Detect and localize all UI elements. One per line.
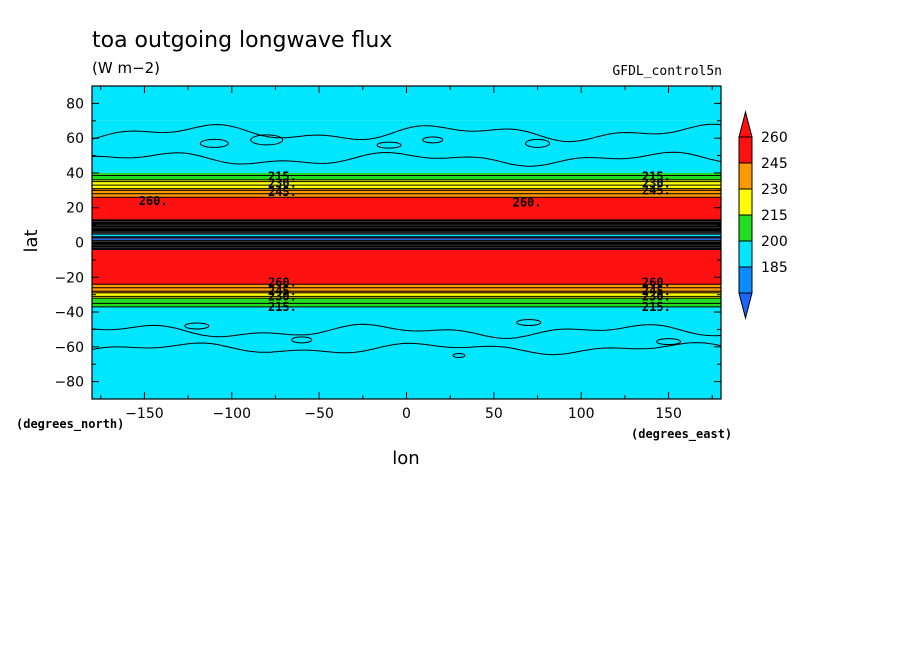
x-tick-label: −50 <box>304 406 334 422</box>
colorbar-label: 260 <box>761 130 788 146</box>
contour-label: 215. <box>642 300 671 314</box>
colorbar-swatch <box>738 214 753 242</box>
lat-band <box>92 197 721 220</box>
contour-line <box>92 123 721 143</box>
y-tick-label: 20 <box>66 201 84 217</box>
contour-island <box>184 322 210 330</box>
contour-island <box>452 353 466 359</box>
colorbar: 260 245 230 215 200 185 <box>738 110 788 320</box>
chart-title: toa outgoing longwave flux <box>92 28 392 53</box>
colorbar-label: 215 <box>761 208 788 224</box>
lat-band <box>92 298 721 307</box>
contour-island <box>199 138 229 148</box>
x-axis-label: lon <box>392 448 419 469</box>
y-tick-label: 0 <box>75 236 84 252</box>
colorbar-label: 200 <box>761 234 788 250</box>
contour-label: 230. <box>642 289 671 303</box>
x-tick-label: 50 <box>485 406 503 422</box>
contour-line <box>92 342 721 356</box>
x-tick-label: −150 <box>125 406 163 422</box>
contour-label: 230. <box>642 176 671 190</box>
y-tick-label: −60 <box>54 340 84 356</box>
contour-island <box>422 136 444 144</box>
contour-label: 245. <box>268 185 297 199</box>
contour-island <box>516 318 542 326</box>
colorbar-swatch <box>738 188 753 216</box>
colorbar-swatch <box>738 240 753 268</box>
x-axis: −150 −100 −50 0 50 100 150 <box>100 86 713 422</box>
y-axis: 80 60 40 20 0 −20 −40 −60 −80 <box>54 85 721 400</box>
y-tick-label: 40 <box>66 166 84 182</box>
lat-band <box>92 188 721 198</box>
contour-island <box>525 138 551 148</box>
plot-area: 215.230.245.260.215.230.245.260.260.245.… <box>91 85 722 400</box>
x-axis-units: (degrees_east) <box>631 427 732 442</box>
chart-units: (W m−2) <box>92 59 160 77</box>
contour-island <box>291 336 313 344</box>
contour-label: 260. <box>513 196 542 210</box>
contour-label: 215. <box>268 300 297 314</box>
contour-island <box>250 134 284 146</box>
contour-label: 245. <box>642 284 671 298</box>
y-tick-label: −20 <box>54 270 84 286</box>
colorbar-over-arrow <box>738 110 753 138</box>
colorbar-swatch <box>738 162 753 190</box>
lat-band <box>92 172 721 180</box>
contour-label: 245. <box>268 284 297 298</box>
lat-band <box>92 306 721 399</box>
y-tick-label: 80 <box>66 96 84 112</box>
contour-label: 245. <box>642 183 671 197</box>
lat-band <box>92 179 721 189</box>
colorbar-label: 185 <box>761 260 788 276</box>
lat-band-detail <box>92 238 721 240</box>
contour-label: 230. <box>268 176 297 190</box>
y-tick-label: 60 <box>66 131 84 147</box>
x-tick-label: 0 <box>402 406 411 422</box>
contour-label: 260. <box>642 275 671 289</box>
colorbar-label: 230 <box>761 182 788 198</box>
model-label: GFDL_control5n <box>612 64 722 79</box>
contour-label: 260. <box>268 275 297 289</box>
contour-island <box>376 141 402 149</box>
contour-island <box>656 338 682 346</box>
colorbar-swatch <box>738 136 753 164</box>
lat-band-detail <box>92 234 721 237</box>
y-tick-label: −40 <box>54 305 84 321</box>
colorbar-label: 245 <box>761 156 788 172</box>
field-layer: 215.230.245.260.215.230.245.260.260.245.… <box>92 86 721 399</box>
y-tick-label: −80 <box>54 375 84 391</box>
lat-band <box>92 120 721 173</box>
x-tick-label: 100 <box>568 406 595 422</box>
contour-label: 215. <box>642 169 671 183</box>
y-axis-units: (degrees_north) <box>16 417 124 432</box>
y-axis-label: lat <box>21 229 42 252</box>
colorbar-swatch <box>738 266 753 294</box>
x-tick-label: −100 <box>213 406 251 422</box>
contour-line <box>92 323 721 339</box>
lat-band <box>92 249 721 285</box>
x-tick-label: 150 <box>655 406 682 422</box>
contour-label: 215. <box>268 169 297 183</box>
lat-band <box>92 292 721 299</box>
contour-label: 230. <box>268 289 297 303</box>
contour-line <box>92 151 721 167</box>
lat-band <box>92 284 721 293</box>
colorbar-under-arrow <box>738 292 753 320</box>
contour-label: 260. <box>139 194 168 208</box>
